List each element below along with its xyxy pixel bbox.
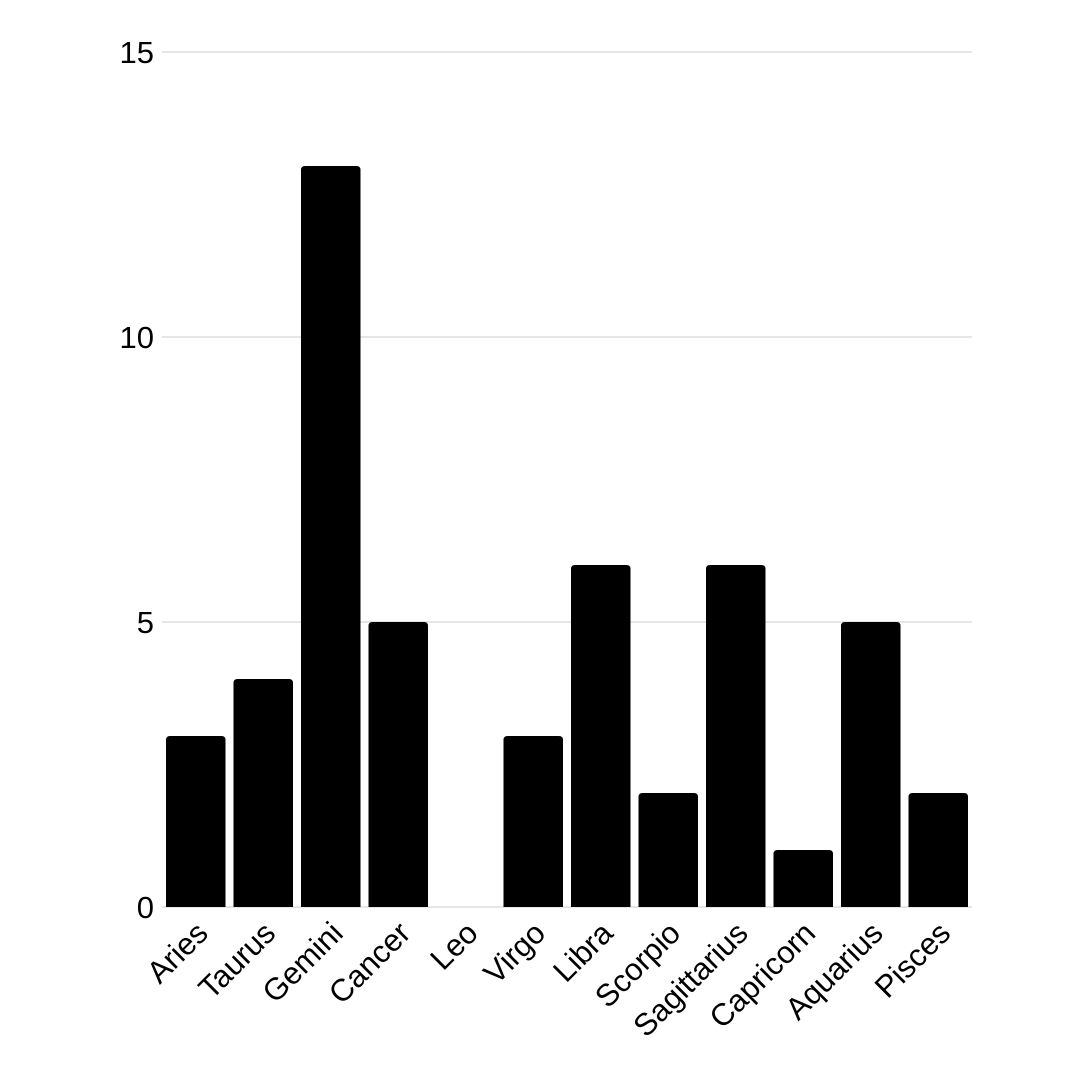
bar bbox=[908, 793, 968, 907]
bar bbox=[706, 565, 766, 907]
bar bbox=[773, 850, 833, 907]
y-tick-label: 5 bbox=[137, 605, 154, 640]
x-tick-label: Leo bbox=[423, 915, 484, 976]
y-tick-label: 10 bbox=[120, 320, 154, 355]
y-tick-label: 0 bbox=[137, 890, 154, 925]
bar bbox=[503, 736, 563, 907]
bar bbox=[368, 622, 428, 907]
x-tick-label: Virgo bbox=[477, 915, 553, 991]
y-tick-label: 15 bbox=[120, 35, 154, 70]
bar bbox=[571, 565, 631, 907]
bar bbox=[166, 736, 226, 907]
bar bbox=[301, 166, 361, 907]
x-tick-label: Pisces bbox=[868, 915, 957, 1004]
bar bbox=[233, 679, 293, 907]
bar bbox=[638, 793, 698, 907]
bar bbox=[841, 622, 901, 907]
